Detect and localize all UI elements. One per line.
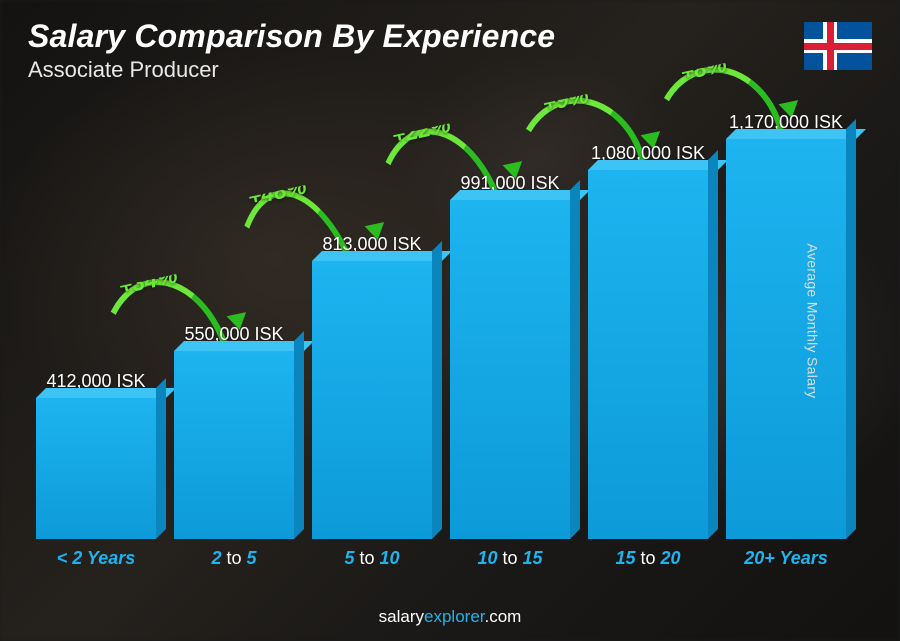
header: Salary Comparison By Experience Associat… — [28, 18, 872, 83]
x-axis-label: 20+ Years — [726, 548, 846, 569]
footer-attribution: salaryexplorer.com — [0, 607, 900, 627]
bars-container: 412,000 ISK550,000 ISK813,000 ISK991,000… — [36, 100, 846, 539]
title-block: Salary Comparison By Experience Associat… — [28, 18, 555, 83]
bar — [312, 261, 432, 539]
footer-brand: explorer — [424, 607, 484, 626]
bar-wrap: 813,000 ISK — [312, 100, 432, 539]
footer-domain: .com — [485, 607, 522, 626]
x-axis-labels: < 2 Years 2 to 5 5 to 10 10 to 15 15 to 20 20… — [36, 548, 846, 569]
footer-prefix: salary — [379, 607, 424, 626]
bar-wrap: 1,080,000 ISK — [588, 100, 708, 539]
bar-wrap: 1,170,000 ISK — [726, 100, 846, 539]
x-axis-label: 15 to 20 — [588, 548, 708, 569]
page-title: Salary Comparison By Experience — [28, 18, 555, 55]
x-axis-label: < 2 Years — [36, 548, 156, 569]
bar — [450, 200, 570, 539]
bar-wrap: 991,000 ISK — [450, 100, 570, 539]
bar — [726, 139, 846, 539]
bar — [588, 170, 708, 539]
bar-wrap: 550,000 ISK — [174, 100, 294, 539]
x-axis-label: 5 to 10 — [312, 548, 432, 569]
x-axis-label: 10 to 15 — [450, 548, 570, 569]
iceland-flag-icon — [804, 22, 872, 70]
bar-wrap: 412,000 ISK — [36, 100, 156, 539]
bar — [36, 398, 156, 539]
bar — [174, 351, 294, 539]
x-axis-label: 2 to 5 — [174, 548, 294, 569]
y-axis-label: Average Monthly Salary — [805, 243, 821, 398]
page-subtitle: Associate Producer — [28, 57, 555, 83]
salary-chart: +34%+48%+22%+9%+8% 412,000 ISK550,000 IS… — [36, 100, 846, 569]
